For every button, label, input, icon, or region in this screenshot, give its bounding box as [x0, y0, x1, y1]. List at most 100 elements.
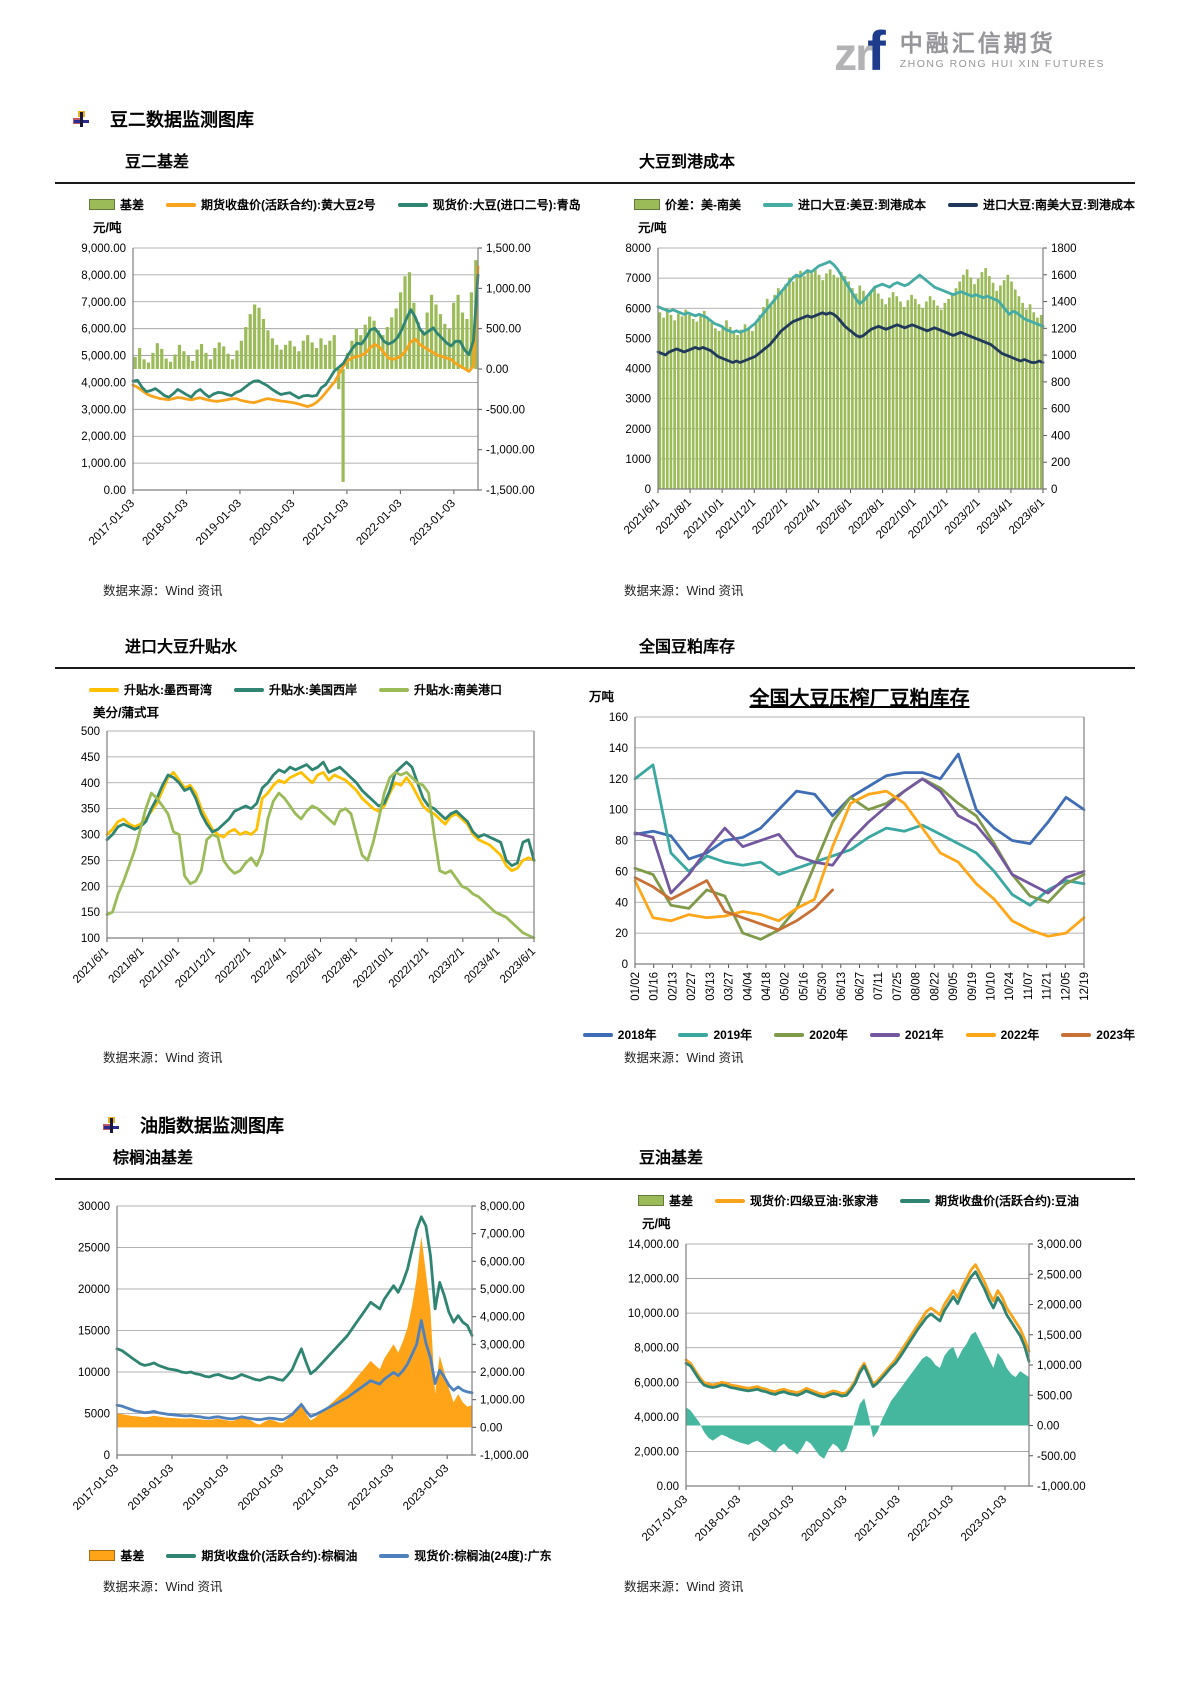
legend-item: 2018年	[582, 1026, 656, 1043]
soyoil-basis-legend: 基差 现货价:四级豆油:张家港 期货收盘价(活跃合约):豆油	[604, 1192, 1135, 1209]
svg-text:06/27: 06/27	[854, 972, 866, 1001]
legend-swatch	[89, 1550, 116, 1561]
svg-text:-1,000.00: -1,000.00	[486, 445, 535, 457]
svg-text:5,000.00: 5,000.00	[81, 351, 126, 363]
svg-text:2022/6/1: 2022/6/1	[284, 946, 324, 986]
svg-text:4,000.00: 4,000.00	[81, 377, 126, 389]
svg-text:20000: 20000	[78, 1284, 110, 1296]
legend-item: 价差：美-南美	[634, 196, 741, 213]
svg-text:1,000.00: 1,000.00	[486, 283, 531, 295]
data-source-6: 数据来源：Wind 资讯	[624, 1580, 744, 1594]
legend-label: 期货收盘价(活跃合约):棕榈油	[201, 1549, 358, 1563]
svg-text:200: 200	[81, 881, 100, 893]
svg-text:2018-01-03: 2018-01-03	[693, 1494, 743, 1544]
svg-text:2021-01-03: 2021-01-03	[291, 1463, 341, 1513]
svg-text:7000: 7000	[625, 273, 651, 285]
dou2-basis-unit-label: 元/吨	[93, 221, 122, 235]
svg-text:15000: 15000	[78, 1326, 110, 1338]
data-source-1: 数据来源：Wind 资讯	[103, 584, 223, 598]
svg-text:02/13: 02/13	[667, 972, 679, 1001]
svg-text:100: 100	[609, 805, 628, 817]
svg-text:12/19: 12/19	[1079, 972, 1091, 1001]
svg-text:0: 0	[621, 959, 627, 971]
legend-label: 2023年	[1096, 1028, 1135, 1042]
svg-text:10,000.00: 10,000.00	[628, 1308, 679, 1320]
legend-swatch	[234, 687, 264, 692]
legend-label: 升贴水:墨西哥湾	[124, 683, 212, 697]
svg-text:800: 800	[1051, 377, 1070, 389]
svg-text:03/27: 03/27	[723, 972, 735, 1001]
svg-text:2018-01-03: 2018-01-03	[126, 1463, 176, 1513]
svg-text:400: 400	[81, 778, 100, 790]
svg-text:5,000.00: 5,000.00	[480, 1284, 525, 1296]
svg-text:万吨: 万吨	[588, 689, 615, 704]
legend-label: 期货收盘价(活跃合约):豆油	[935, 1194, 1080, 1208]
legend-item: 2021年	[869, 1026, 944, 1043]
legend-label: 升贴水:南美港口	[414, 683, 502, 697]
legend-item: 基差	[638, 1192, 693, 1209]
svg-text:2,000.00: 2,000.00	[81, 431, 126, 443]
svg-text:20: 20	[615, 928, 628, 940]
svg-text:04/04: 04/04	[742, 971, 754, 1000]
svg-text:30000: 30000	[78, 1201, 110, 1213]
svg-text:02/27: 02/27	[686, 972, 698, 1001]
meal-inventory-legend: 2018年 2019年 2020年 2021年 2022年 2023年	[582, 1026, 1135, 1043]
data-source-5: 数据来源：Wind 资讯	[103, 1580, 223, 1594]
svg-text:40: 40	[615, 897, 628, 909]
svg-text:1800: 1800	[1051, 243, 1077, 255]
svg-text:04/18: 04/18	[761, 972, 773, 1001]
svg-text:2021-01-03: 2021-01-03	[853, 1494, 903, 1544]
svg-text:1,000.00: 1,000.00	[1037, 1360, 1082, 1372]
svg-text:6,000.00: 6,000.00	[480, 1256, 525, 1268]
svg-text:1000: 1000	[625, 454, 651, 466]
svg-text:2021-01-03: 2021-01-03	[301, 498, 351, 548]
chart-dou2-basis: 基差 期货收盘价(活跃合约):黄大豆2号 现货价:大豆(进口二号):青岛 元/吨 0.0…	[55, 196, 582, 576]
section-bullet-icon-2	[103, 1116, 120, 1134]
legend-item: 升贴水:美国西岸	[234, 681, 357, 698]
logo-names: 中融汇信期货 ZHONG RONG HUI XIN FUTURES	[900, 30, 1105, 71]
svg-text:2017-01-03: 2017-01-03	[640, 1494, 690, 1544]
svg-text:4,000.00: 4,000.00	[480, 1312, 525, 1324]
legend-item: 现货价:四级豆油:张家港	[715, 1192, 878, 1209]
svg-text:06/13: 06/13	[836, 972, 848, 1001]
legend-item: 进口大豆:美豆:到港成本	[763, 196, 926, 213]
svg-text:2,000.00: 2,000.00	[480, 1367, 525, 1379]
svg-text:09/05: 09/05	[948, 972, 960, 1001]
svg-text:01/02: 01/02	[630, 972, 642, 1001]
svg-text:-1,000.00: -1,000.00	[480, 1450, 529, 1462]
svg-text:500.00: 500.00	[1037, 1390, 1072, 1402]
arrival-cost-legend: 价差：美-南美 进口大豆:美豆:到港成本 进口大豆:南美大豆:到港成本	[600, 196, 1135, 213]
dou2-basis-legend: 基差 期货收盘价(活跃合约):黄大豆2号 现货价:大豆(进口二号):青岛	[55, 196, 582, 213]
svg-text:10000: 10000	[78, 1367, 110, 1379]
chart-import-premium: 升贴水:墨西哥湾 升贴水:美国西岸 升贴水:南美港口 美分/蒲式耳 100 150 200 2…	[55, 681, 565, 1016]
legend-swatch	[948, 202, 978, 207]
dou2-basis-plot: 0.00 1,000.00 2,000.00 3,000.00 4,000.00 5,00…	[81, 243, 535, 548]
svg-text:2017-01-03: 2017-01-03	[87, 498, 137, 548]
legend-label: 价差：美-南美	[665, 198, 741, 212]
svg-text:0.00: 0.00	[657, 1481, 679, 1493]
section-1-header: 豆二数据监测图库	[55, 106, 1135, 132]
chart-soyoil-basis: 基差 现货价:四级豆油:张家港 期货收盘价(活跃合约):豆油 元/吨 0.00 2,000…	[604, 1192, 1135, 1572]
legend-swatch	[638, 1195, 664, 1206]
legend-label: 现货价:大豆(进口二号):青岛	[432, 198, 581, 212]
svg-text:2023/6/1: 2023/6/1	[1007, 497, 1047, 537]
data-source-4: 数据来源：Wind 资讯	[624, 1051, 744, 1065]
svg-text:2021/6/1: 2021/6/1	[71, 946, 111, 986]
svg-text:6,000.00: 6,000.00	[81, 324, 126, 336]
legend-swatch	[869, 1032, 900, 1037]
svg-text:1000: 1000	[1051, 350, 1077, 362]
legend-swatch	[965, 1032, 996, 1037]
legend-swatch	[166, 1553, 197, 1558]
data-source-2: 数据来源：Wind 资讯	[624, 584, 744, 598]
charts-row-2: 升贴水:墨西哥湾 升贴水:美国西岸 升贴水:南美港口 美分/蒲式耳 100 150 200 2…	[55, 681, 1135, 1043]
legend-item: 2022年	[965, 1026, 1039, 1043]
palm-basis-legend: 基差 期货收盘价(活跃合约):棕榈油 现货价:棕榈油(24度):广东	[55, 1547, 586, 1564]
svg-text:3,000.00: 3,000.00	[81, 404, 126, 416]
svg-text:2,000.00: 2,000.00	[634, 1446, 679, 1458]
legend-item: 期货收盘价(活跃合约):黄大豆2号	[166, 196, 376, 213]
import-premium-unit-label: 美分/蒲式耳	[93, 706, 159, 720]
legend-swatch	[678, 1032, 709, 1037]
svg-text:10/24: 10/24	[1004, 971, 1016, 1000]
legend-swatch	[397, 202, 428, 207]
